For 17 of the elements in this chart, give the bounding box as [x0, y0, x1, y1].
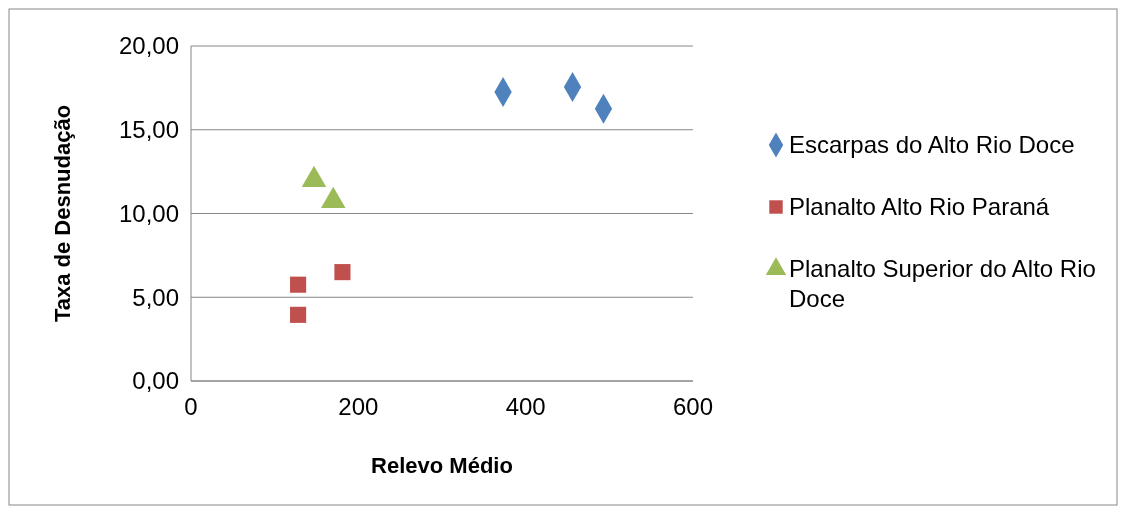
y-tick-label: 0,00 — [132, 367, 179, 395]
x-axis-title: Relevo Médio — [371, 453, 513, 478]
y-tick-label: 10,00 — [118, 199, 179, 227]
x-tick-label: 0 — [184, 393, 198, 420]
point — [334, 264, 351, 281]
x-tick-label: 400 — [505, 393, 546, 420]
point — [290, 306, 307, 323]
legend-label: Planalto Alto Rio Paraná — [789, 193, 1050, 220]
point — [290, 276, 307, 293]
x-tick-label: 600 — [672, 393, 714, 420]
y-axis-title: Taxa de Desnudação — [50, 104, 75, 323]
y-tick-label: 15,00 — [118, 116, 179, 144]
legend-label: Escarpas do Alto Rio Doce — [789, 131, 1075, 158]
x-tick-label: 200 — [338, 393, 379, 420]
y-tick-label: 20,00 — [118, 32, 179, 60]
legend-label: Planalto Superior do Alto Rio Doce — [789, 255, 1096, 312]
y-tick-label: 5,00 — [132, 283, 179, 311]
